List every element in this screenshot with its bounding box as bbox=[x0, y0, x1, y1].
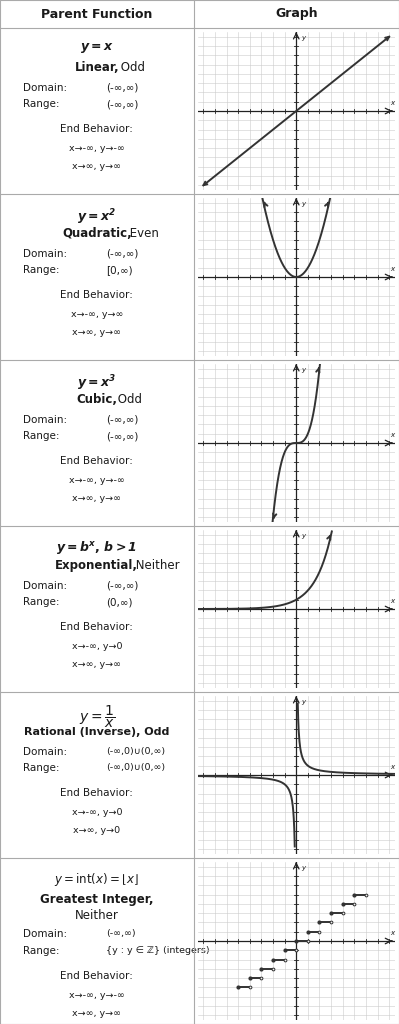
Text: End Behavior:: End Behavior: bbox=[60, 457, 133, 466]
Text: (-∞,∞): (-∞,∞) bbox=[107, 930, 136, 938]
Text: Range:: Range: bbox=[23, 946, 60, 956]
Text: x→-∞, y→0: x→-∞, y→0 bbox=[71, 642, 122, 651]
Text: Domain:: Domain: bbox=[23, 83, 67, 93]
Text: x: x bbox=[391, 266, 395, 272]
Text: Range:: Range: bbox=[23, 265, 60, 275]
Text: $\bfit{y = b^x}$, $\bfit{b>1}$: $\bfit{y = b^x}$, $\bfit{b>1}$ bbox=[56, 540, 137, 556]
Text: x→-∞, y→-∞: x→-∞, y→-∞ bbox=[69, 144, 124, 154]
Text: [0,∞): [0,∞) bbox=[107, 265, 133, 275]
Text: y: y bbox=[301, 367, 305, 373]
Text: x→∞, y→∞: x→∞, y→∞ bbox=[72, 163, 121, 171]
Text: End Behavior:: End Behavior: bbox=[60, 971, 133, 981]
Text: Range:: Range: bbox=[23, 99, 60, 110]
Text: End Behavior:: End Behavior: bbox=[60, 124, 133, 134]
Text: Greatest Integer,: Greatest Integer, bbox=[40, 893, 154, 906]
Text: Range:: Range: bbox=[23, 763, 60, 773]
Text: Domain:: Domain: bbox=[23, 415, 67, 425]
Text: {y : y ∈ ℤ} (integers): {y : y ∈ ℤ} (integers) bbox=[107, 946, 210, 955]
Text: x→∞, y→∞: x→∞, y→∞ bbox=[72, 495, 121, 504]
Text: Parent Function: Parent Function bbox=[41, 7, 152, 20]
Text: Range:: Range: bbox=[23, 431, 60, 441]
Text: x→-∞, y→-∞: x→-∞, y→-∞ bbox=[69, 476, 124, 485]
Text: $\bfit{y = x^3}$: $\bfit{y = x^3}$ bbox=[77, 374, 117, 393]
Text: (-∞,∞): (-∞,∞) bbox=[107, 415, 139, 425]
Text: x: x bbox=[391, 598, 395, 604]
Text: x: x bbox=[391, 432, 395, 438]
Text: (-∞,∞): (-∞,∞) bbox=[107, 431, 139, 441]
Text: $y = \mathrm{int}(x) = \lfloor x \rfloor$: $y = \mathrm{int}(x) = \lfloor x \rfloor… bbox=[54, 871, 139, 888]
Text: (-∞,∞): (-∞,∞) bbox=[107, 581, 139, 591]
Text: (-∞,∞): (-∞,∞) bbox=[107, 249, 139, 259]
Text: x→-∞, y→0: x→-∞, y→0 bbox=[71, 808, 122, 817]
Text: Neither: Neither bbox=[132, 559, 179, 572]
Text: (-∞,0)∪(0,∞): (-∞,0)∪(0,∞) bbox=[107, 763, 166, 772]
Text: Range:: Range: bbox=[23, 597, 60, 607]
Text: Graph: Graph bbox=[275, 7, 318, 20]
Text: Cubic,: Cubic, bbox=[76, 393, 117, 407]
Text: End Behavior:: End Behavior: bbox=[60, 788, 133, 799]
Text: y: y bbox=[301, 35, 305, 41]
Text: Domain:: Domain: bbox=[23, 581, 67, 591]
Text: End Behavior:: End Behavior: bbox=[60, 623, 133, 632]
Text: Quadratic,: Quadratic, bbox=[62, 227, 132, 241]
Text: Domain:: Domain: bbox=[23, 249, 67, 259]
Text: (0,∞): (0,∞) bbox=[107, 597, 133, 607]
Text: (-∞,∞): (-∞,∞) bbox=[107, 99, 139, 110]
Text: Neither: Neither bbox=[75, 909, 119, 923]
Text: Even: Even bbox=[126, 227, 159, 241]
Text: Odd: Odd bbox=[117, 61, 145, 74]
Text: (-∞,0)∪(0,∞): (-∞,0)∪(0,∞) bbox=[107, 746, 166, 756]
Text: End Behavior:: End Behavior: bbox=[60, 290, 133, 300]
Text: x→∞, y→∞: x→∞, y→∞ bbox=[72, 660, 121, 670]
Text: y: y bbox=[301, 865, 305, 870]
Text: $\bfit{y = x^2}$: $\bfit{y = x^2}$ bbox=[77, 207, 117, 227]
Text: x→-∞, y→∞: x→-∞, y→∞ bbox=[71, 310, 123, 319]
Text: Domain:: Domain: bbox=[23, 930, 67, 939]
Text: x→∞, y→∞: x→∞, y→∞ bbox=[72, 329, 121, 338]
Text: Exponential,: Exponential, bbox=[55, 559, 138, 572]
Text: (-∞,∞): (-∞,∞) bbox=[107, 83, 139, 93]
Text: x: x bbox=[391, 931, 395, 936]
Text: $\bfit{y = x}$: $\bfit{y = x}$ bbox=[80, 41, 114, 55]
Text: x: x bbox=[391, 764, 395, 770]
Text: y: y bbox=[301, 698, 305, 705]
Text: Linear,: Linear, bbox=[75, 61, 119, 74]
Text: y: y bbox=[301, 201, 305, 207]
Text: y: y bbox=[301, 532, 305, 539]
Text: Rational (Inverse), Odd: Rational (Inverse), Odd bbox=[24, 727, 170, 737]
Text: x→-∞, y→-∞: x→-∞, y→-∞ bbox=[69, 991, 124, 999]
Text: Odd: Odd bbox=[114, 393, 142, 407]
Text: x→∞, y→0: x→∞, y→0 bbox=[73, 826, 120, 836]
Text: Domain:: Domain: bbox=[23, 746, 67, 757]
Text: x: x bbox=[391, 100, 395, 106]
Text: x→∞, y→∞: x→∞, y→∞ bbox=[72, 1009, 121, 1018]
Text: $y = \dfrac{1}{x}$: $y = \dfrac{1}{x}$ bbox=[79, 703, 115, 730]
